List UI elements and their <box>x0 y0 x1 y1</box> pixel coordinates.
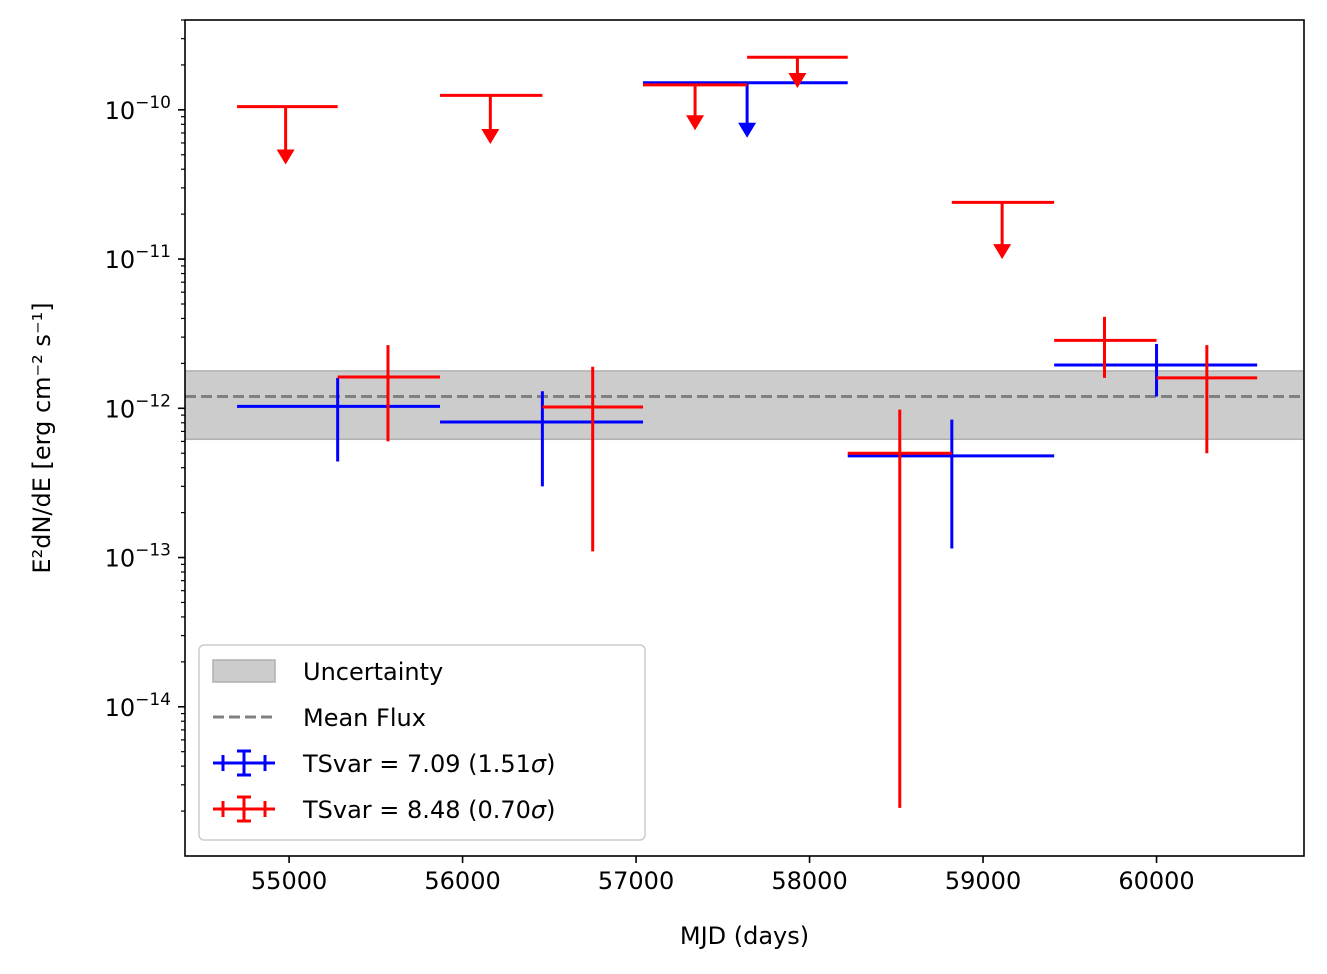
series-blue <box>237 81 1258 549</box>
x-axis-label: MJD (days) <box>680 922 809 950</box>
y-axis-label: E²dN/dE [erg cm⁻² s⁻¹] <box>28 302 56 573</box>
x-tick-label: 60000 <box>1118 867 1194 895</box>
legend-box <box>198 644 646 841</box>
y-tick-base: 10 <box>105 694 136 722</box>
upper-limit-arrow <box>686 115 705 131</box>
plot-area <box>185 55 1304 808</box>
x-tick-label: 57000 <box>598 867 674 895</box>
legend-blue-label: TSvar = 7.09 (1.51σ) <box>302 750 556 778</box>
y-tick-label: 10−14 <box>105 690 171 722</box>
y-tick-exponent: −12 <box>135 391 171 411</box>
legend-red-label-suffix: ) <box>546 796 555 824</box>
legend-blue-label-prefix: TSvar = 7.09 (1.51 <box>302 750 531 778</box>
y-tick-label: 10−13 <box>105 541 171 573</box>
upper-limit-arrow <box>788 73 807 89</box>
x-tick-label: 56000 <box>424 867 500 895</box>
y-tick-label: 10−11 <box>105 242 171 274</box>
legend: Uncertainty Mean Flux TSvar = 7.09 (1.51σ)… <box>198 644 646 841</box>
y-tick-exponent: −14 <box>135 690 171 710</box>
y-tick-exponent: −13 <box>135 541 171 561</box>
plot-inner <box>185 55 1304 808</box>
x-tick-label: 55000 <box>251 867 327 895</box>
legend-blue-label-suffix: ) <box>546 750 555 778</box>
legend-red-label: TSvar = 8.48 (0.70σ) <box>302 796 556 824</box>
y-tick-base: 10 <box>105 545 136 573</box>
upper-limit-arrow <box>738 122 757 138</box>
y-tick-base: 10 <box>105 246 136 274</box>
y-tick-label: 10−12 <box>105 391 171 423</box>
plot-frame <box>184 19 1305 857</box>
series-red <box>237 55 1258 808</box>
legend-mean-label: Mean Flux <box>303 704 426 732</box>
legend-red-label-prefix: TSvar = 8.48 (0.70 <box>302 796 531 824</box>
y-tick-base: 10 <box>105 97 136 125</box>
y-tick-exponent: −10 <box>135 93 171 113</box>
upper-limit-arrow <box>993 244 1012 260</box>
legend-uncertainty-swatch <box>212 659 276 683</box>
axes: 55000 56000 57000 58000 59000 60000 MJD (days)… <box>28 19 1305 950</box>
y-tick-label: 10−10 <box>105 93 171 125</box>
upper-limit-arrow <box>276 149 295 165</box>
x-tick-label: 58000 <box>771 867 847 895</box>
y-tick-base: 10 <box>105 395 136 423</box>
legend-blue-label-sigma: σ <box>531 750 547 778</box>
y-tick-exponent: −11 <box>135 242 171 262</box>
upper-limit-arrow <box>481 129 500 145</box>
x-tick-label: 59000 <box>945 867 1021 895</box>
legend-uncertainty-label: Uncertainty <box>303 658 443 686</box>
legend-red-label-sigma: σ <box>531 796 547 824</box>
